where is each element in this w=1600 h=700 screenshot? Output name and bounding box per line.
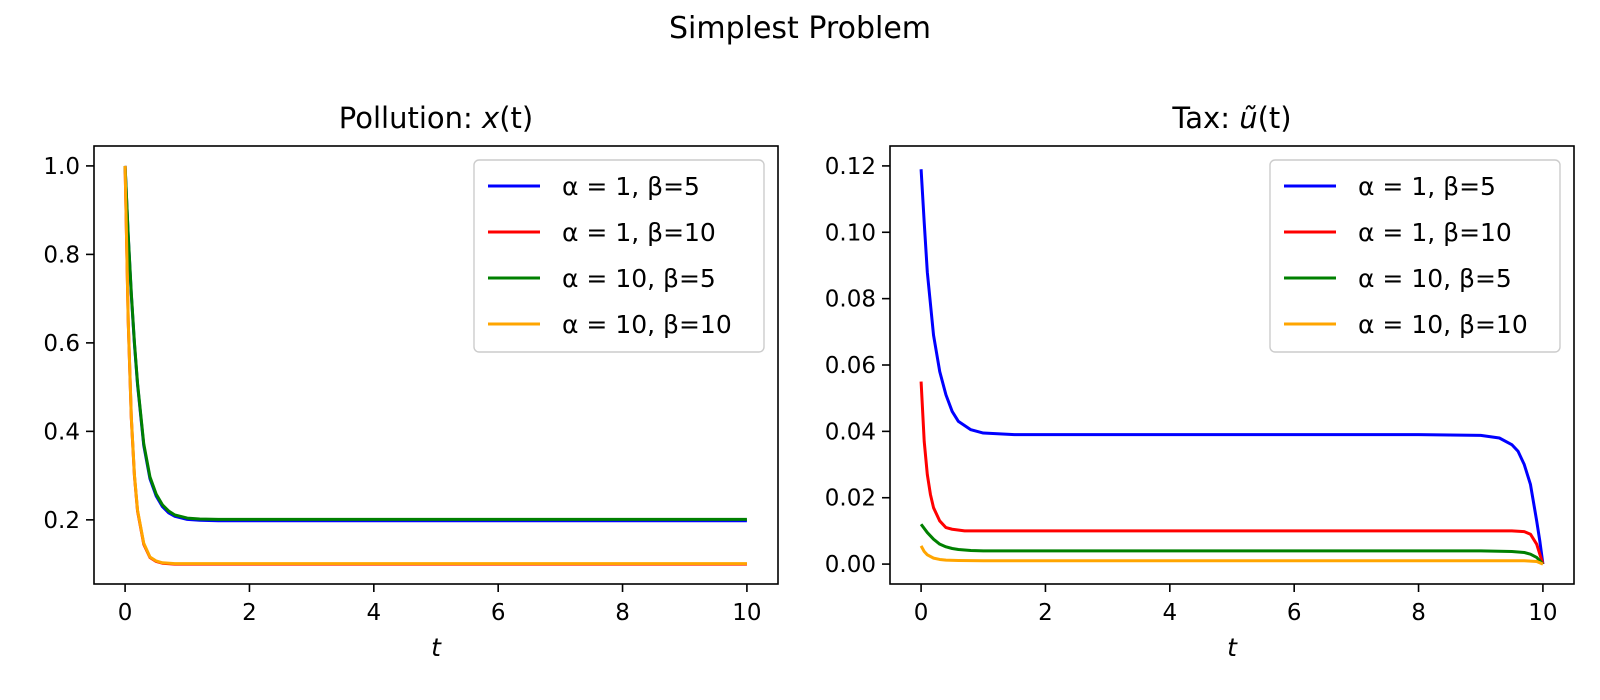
- x-tick-label: 4: [1162, 600, 1177, 626]
- plot-title: Pollution: x(t): [339, 101, 533, 135]
- y-tick-label: 0.12: [825, 154, 876, 180]
- legend-box: [473, 159, 765, 353]
- series-line-2: [919, 381, 1545, 565]
- series-line-4: [123, 165, 747, 566]
- plot-title: Tax: ũ(t): [1171, 101, 1291, 135]
- legend-label: α = 10, β=10: [562, 310, 732, 339]
- y-tick-label: 0.8: [43, 242, 80, 268]
- x-tick-label: 0: [118, 600, 133, 626]
- x-tick-label: 8: [1411, 600, 1426, 626]
- series-line-3: [123, 165, 747, 521]
- legend-label: α = 1, β=5: [562, 172, 700, 201]
- series-line-1: [919, 169, 1545, 565]
- y-tick-label: 0.02: [825, 486, 876, 512]
- y-tick-label: 0.2: [43, 508, 80, 534]
- legend-label: α = 1, β=5: [1358, 172, 1496, 201]
- x-tick-label: 4: [366, 600, 381, 626]
- legend: α = 1, β=5 α = 1, β=10 α = 10, β=5 α = 10, …: [1269, 159, 1561, 353]
- legend-box: [1269, 159, 1561, 353]
- legend-label: α = 10, β=10: [1358, 310, 1528, 339]
- x-tick-label: 10: [732, 600, 761, 626]
- y-tick-label: 0.08: [825, 287, 876, 313]
- y-tick-label: 0.6: [43, 331, 80, 357]
- y-tick-label: 1.0: [43, 154, 80, 180]
- x-tick-label: 0: [914, 600, 929, 626]
- plot-lines: [919, 169, 1545, 566]
- y-tick-label: 0.06: [825, 353, 876, 379]
- y-tick-label: 0.00: [825, 552, 876, 578]
- legend-label: α = 1, β=10: [1358, 218, 1512, 247]
- x-axis-label: t: [1227, 633, 1238, 662]
- x-tick-label: 6: [491, 600, 506, 626]
- legend-label: α = 10, β=5: [562, 264, 716, 293]
- legend-label: α = 1, β=10: [562, 218, 716, 247]
- legend-label: α = 10, β=5: [1358, 264, 1512, 293]
- legend: α = 1, β=5 α = 1, β=10 α = 10, β=5 α = 10, …: [473, 159, 765, 353]
- plot-lines: [123, 165, 747, 566]
- y-tick-label: 0.4: [43, 419, 80, 445]
- y-tick-label: 0.04: [825, 419, 876, 445]
- axes-frame: [93, 145, 779, 585]
- y-tick-label: 0.10: [825, 220, 876, 246]
- x-tick-label: 10: [1528, 600, 1557, 626]
- series-line-4: [919, 545, 1544, 566]
- x-tick-label: 2: [1038, 600, 1053, 626]
- pollution-plot: 0 2 4 6 8 10 0.2 0.4 0.6 0.8 1.0 t Pollution: x(t) α …: [43, 101, 779, 662]
- series-line-3: [919, 523, 1545, 566]
- x-tick-label: 8: [615, 600, 630, 626]
- x-axis-label: t: [431, 633, 442, 662]
- figure-title: Simplest Problem: [669, 11, 931, 46]
- x-tick-label: 2: [242, 600, 257, 626]
- x-tick-label: 6: [1287, 600, 1302, 626]
- tax-plot: 0 2 4 6 8 10 0.00 0.02 0.04 0.06 0.08 0.10 0.12 t Tax:…: [825, 101, 1575, 662]
